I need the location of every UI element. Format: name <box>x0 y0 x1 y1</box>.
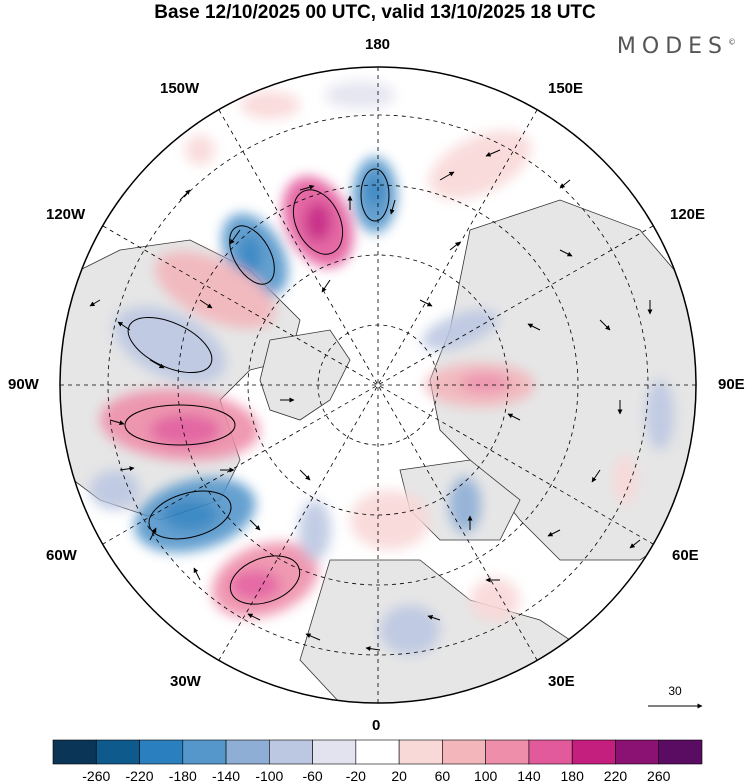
colorbar-tick-label: 140 <box>517 768 541 783</box>
colorbar-swatch <box>312 739 357 765</box>
lon-label-60e: 60E <box>672 547 699 564</box>
lon-label-120e: 120E <box>670 206 706 223</box>
colorbar-tick-label: -20 <box>346 768 366 783</box>
colorbar-tick-label: 260 <box>647 768 671 783</box>
colorbar-swatch <box>571 739 616 765</box>
lon-label-60w: 60W <box>46 547 77 564</box>
colorbar-tick-label: -220 <box>126 768 154 783</box>
lon-label-150w: 150W <box>160 80 200 97</box>
modes-logo: MODES© <box>617 34 736 59</box>
colorbar <box>52 739 703 765</box>
lon-label-90w: 90W <box>8 376 39 393</box>
lon-label-150e: 150E <box>548 80 584 97</box>
colorbar-ticks: -260 -220 -180 -140 -100 -60 -20 20 60 100 140 180 2… <box>82 768 670 783</box>
colorbar-tick-label: 100 <box>474 768 498 783</box>
wind-vectors <box>89 149 653 652</box>
colorbar-swatch <box>355 739 400 765</box>
colorbar-swatch <box>398 739 443 765</box>
colorbar-swatch <box>182 739 227 765</box>
colorbar-tick-label: 60 <box>435 768 451 783</box>
logo-text: MODES <box>616 34 728 59</box>
colorbar-swatch <box>139 739 184 765</box>
colorbar-tick-label: 180 <box>561 768 585 783</box>
colorbar-swatch <box>52 739 97 765</box>
graticule <box>60 67 696 703</box>
land-areas <box>60 199 696 703</box>
colorbar-swatch <box>658 739 703 765</box>
colorbar-tick-label: -60 <box>302 768 322 783</box>
lon-label-90e: 90E <box>718 376 745 393</box>
lon-label-30e: 30E <box>548 673 575 690</box>
colorbar-tick-label: -260 <box>82 768 110 783</box>
colorbar-swatch <box>225 739 270 765</box>
map-boundary <box>59 66 697 704</box>
colorbar-tick-label: -140 <box>212 768 240 783</box>
contour-lines <box>124 168 390 605</box>
lon-label-180: 180 <box>365 36 391 53</box>
reference-vector-label: 30 <box>668 684 682 698</box>
copyright-mark: © <box>728 37 736 47</box>
colorbar-tick-label: 20 <box>391 768 407 783</box>
colorbar-swatch <box>269 739 313 765</box>
colorbar-swatch <box>442 739 486 765</box>
lon-label-30w: 30W <box>170 673 201 690</box>
colorbar-tick-label: 220 <box>604 768 628 783</box>
lon-label-0: 0 <box>372 717 381 734</box>
colorbar-tick-label: -100 <box>255 768 283 783</box>
lon-label-120w: 120W <box>46 206 86 223</box>
colorbar-swatch <box>485 739 530 765</box>
map-disk <box>60 67 696 703</box>
colorbar-swatch <box>95 739 140 765</box>
map-title: Base 12/10/2025 00 UTC, valid 13/10/2025… <box>154 2 596 23</box>
colorbar-swatch <box>615 739 660 765</box>
colorbar-tick-label: -180 <box>169 768 197 783</box>
reference-vector: 30 <box>648 684 703 709</box>
colorbar-swatch <box>528 739 573 765</box>
